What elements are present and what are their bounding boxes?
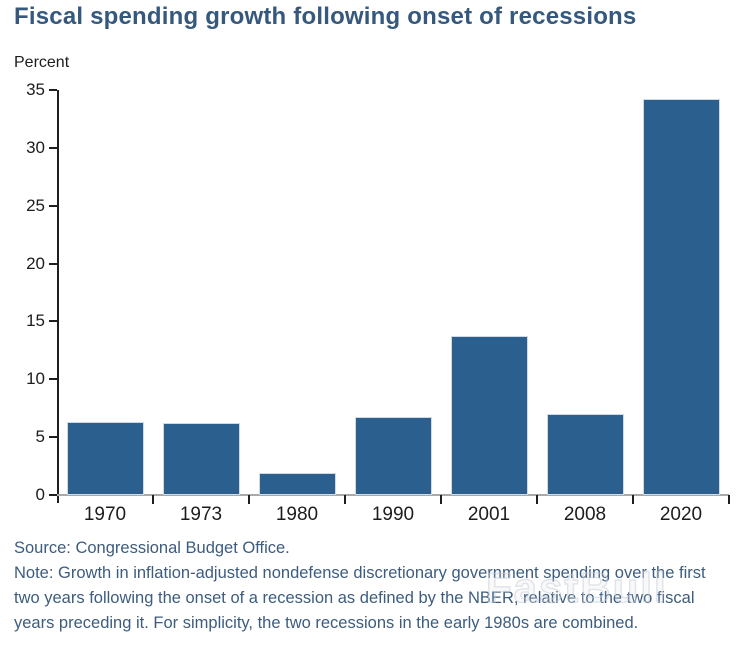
y-axis-line <box>57 90 59 503</box>
bar-2001 <box>450 336 528 495</box>
chart-title: Fiscal spending growth following onset o… <box>14 3 637 30</box>
x-axis-baseline <box>57 494 729 496</box>
y-tick-35 <box>49 89 57 91</box>
x-boundary-tick-3 <box>344 495 346 504</box>
y-tick-30 <box>49 146 57 149</box>
x-label-1990: 1990 <box>371 504 415 525</box>
bar-1980 <box>258 473 336 495</box>
source-line: Source: Congressional Budget Office. <box>14 539 290 557</box>
y-tick-10 <box>49 378 57 381</box>
y-tick-label-5: 5 <box>35 427 45 447</box>
x-label-2020: 2020 <box>659 504 703 525</box>
y-tick-25 <box>49 204 57 207</box>
x-boundary-tick-6 <box>632 495 634 504</box>
x-boundary-tick-1 <box>152 495 154 504</box>
plot-area: 0 5 10 15 20 25 30 35 1970 1973 1980 1990 2001 2008 20… <box>26 80 730 525</box>
y-tick-0 <box>49 494 57 496</box>
y-tick-label-10: 10 <box>26 369 45 389</box>
x-boundary-tick-7 <box>728 495 730 504</box>
y-tick-20 <box>49 262 57 265</box>
bar-2008 <box>546 414 624 495</box>
note-text: Note: Growth in inflation-adjusted nonde… <box>14 564 706 632</box>
y-tick-label-25: 25 <box>26 195 45 215</box>
y-tick-label-30: 30 <box>26 137 45 157</box>
y-tick-label-20: 20 <box>26 253 45 273</box>
y-axis-unit-label: Percent <box>14 54 70 71</box>
y-tick-label-15: 15 <box>26 311 45 331</box>
x-boundary-tick-2 <box>248 495 250 504</box>
x-label-1980: 1980 <box>275 504 319 525</box>
x-boundary-tick-4 <box>440 495 442 504</box>
y-tick-label-0: 0 <box>35 485 45 504</box>
x-label-2008: 2008 <box>563 504 607 525</box>
bar-1990 <box>354 417 432 495</box>
bar-2020 <box>642 99 720 495</box>
bar-1973 <box>162 423 240 495</box>
y-tick-15 <box>49 320 57 323</box>
y-tick-label-35: 35 <box>26 80 45 99</box>
footnotes: Source: Congressional Budget Office. Not… <box>14 536 720 636</box>
x-label-1970: 1970 <box>83 504 127 525</box>
x-label-1973: 1973 <box>179 504 223 525</box>
bar-1970 <box>66 422 144 495</box>
y-tick-5 <box>49 436 57 439</box>
x-label-2001: 2001 <box>467 504 511 525</box>
x-boundary-tick-5 <box>536 495 538 504</box>
